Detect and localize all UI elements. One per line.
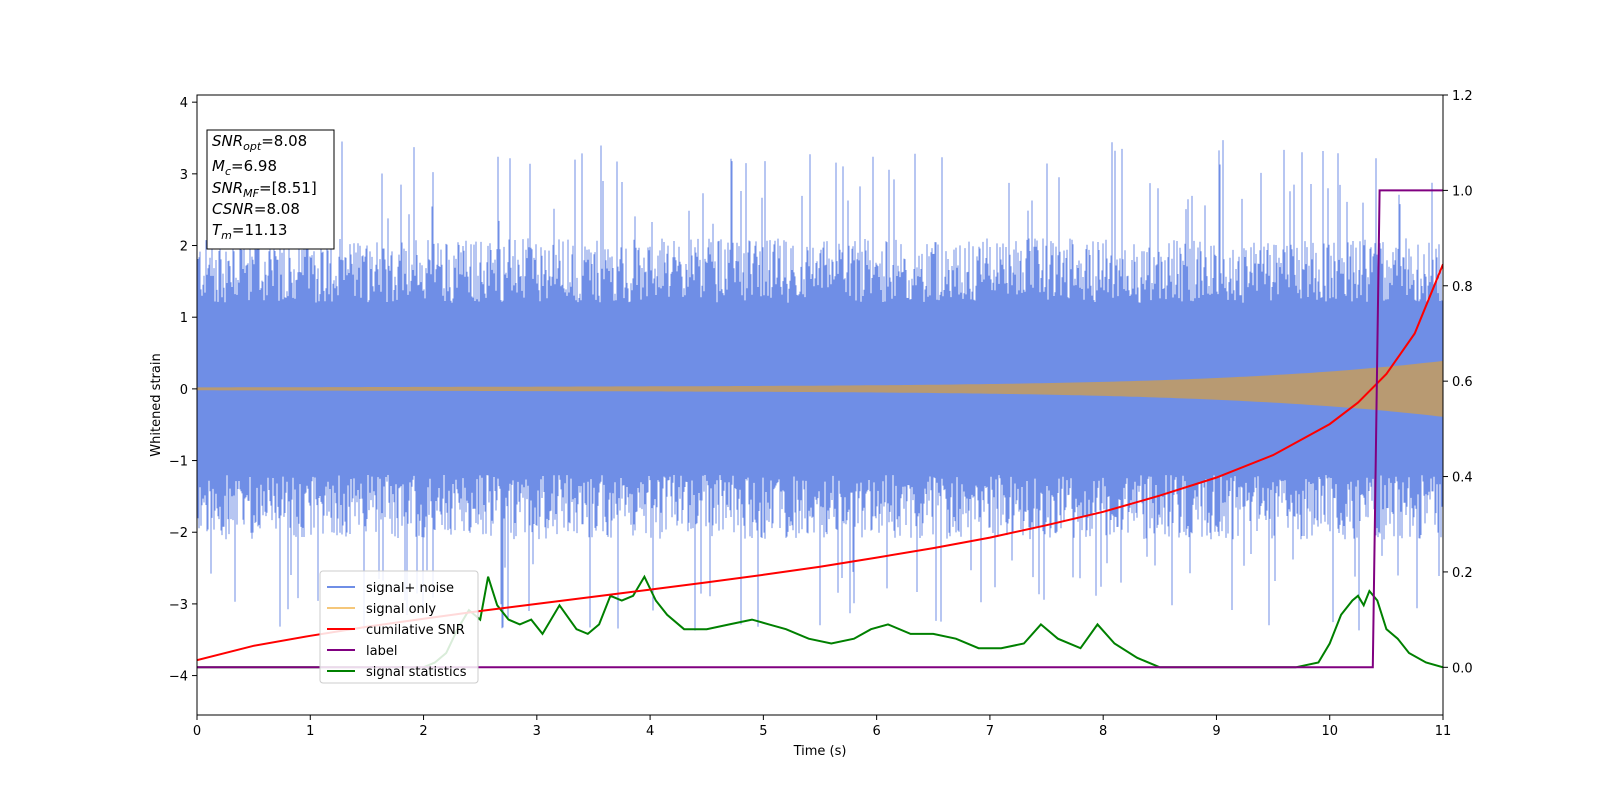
legend-label: signal+ noise: [366, 581, 454, 596]
signal-only-envelope: [197, 360, 1443, 417]
y-axis-left: 4 3 2 1 0 −1 −2 −3 −4: [169, 96, 197, 685]
x-tick-label: 7: [986, 724, 994, 739]
x-tick-label: 4: [646, 724, 654, 739]
y-left-tick-label: 3: [180, 168, 188, 183]
plot-frame: [196, 94, 1444, 716]
y-left-tick-label: 0: [180, 383, 188, 398]
plot-area: [196, 94, 1444, 716]
x-axis-label: Time (s): [793, 744, 847, 759]
legend-label: cumilative SNR: [366, 623, 465, 638]
legend-label: signal only: [366, 602, 436, 617]
signal-only-series: [197, 360, 1443, 417]
x-tick-label: 1: [306, 724, 314, 739]
x-tick-label: 8: [1099, 724, 1107, 739]
legend-label: label: [366, 644, 397, 659]
y-right-tick-label: 0.0: [1452, 661, 1473, 676]
y-left-tick-label: 1: [180, 311, 188, 326]
y-axis-label: Whitened strain: [149, 353, 164, 456]
y-left-tick-label: 2: [180, 240, 188, 255]
x-tick-label: 3: [533, 724, 541, 739]
y-left-tick-label: −4: [169, 670, 188, 685]
y-left-tick-label: 4: [180, 96, 188, 111]
x-tick-label: 11: [1435, 724, 1452, 739]
annotation-line: Mc=6.98: [212, 157, 277, 178]
legend: signal+ noise signal only cumilative SNR la…: [319, 570, 479, 684]
x-axis: 0 1 2 3 4 5 6 7 8 9 10 11: [193, 715, 1451, 739]
legend-label: signal statistics: [366, 665, 467, 680]
annotation-line: CSNR=8.08: [212, 200, 300, 218]
x-tick-label: 5: [759, 724, 767, 739]
annotation-line: SNRMF=[8.51]: [212, 179, 317, 200]
x-tick-label: 9: [1212, 724, 1220, 739]
label-line: [197, 189, 1443, 669]
x-tick-label: 2: [419, 724, 427, 739]
y-right-tick-label: 0.4: [1452, 471, 1473, 486]
y-right-tick-label: 1.2: [1452, 89, 1473, 104]
y-left-tick-label: −3: [169, 598, 188, 613]
y-right-tick-label: 0.6: [1452, 375, 1473, 390]
x-tick-label: 0: [193, 724, 201, 739]
legend-frame: [319, 570, 479, 684]
annotation-line: SNRopt=8.08: [212, 132, 307, 153]
y-right-tick-label: 0.8: [1452, 280, 1473, 295]
y-right-tick-label: 1.0: [1452, 184, 1473, 199]
y-axis-right: 1.2 1.0 0.8 0.6 0.4 0.2 0.0: [1443, 89, 1473, 676]
annotation-line: Tm=11.13: [212, 221, 287, 242]
x-tick-label: 6: [872, 724, 880, 739]
x-tick-label: 10: [1321, 724, 1338, 739]
y-right-tick-label: 0.2: [1452, 566, 1473, 581]
y-left-tick-label: −1: [169, 455, 188, 470]
y-left-tick-label: −2: [169, 526, 188, 541]
signal-statistics-line: [197, 574, 1443, 669]
